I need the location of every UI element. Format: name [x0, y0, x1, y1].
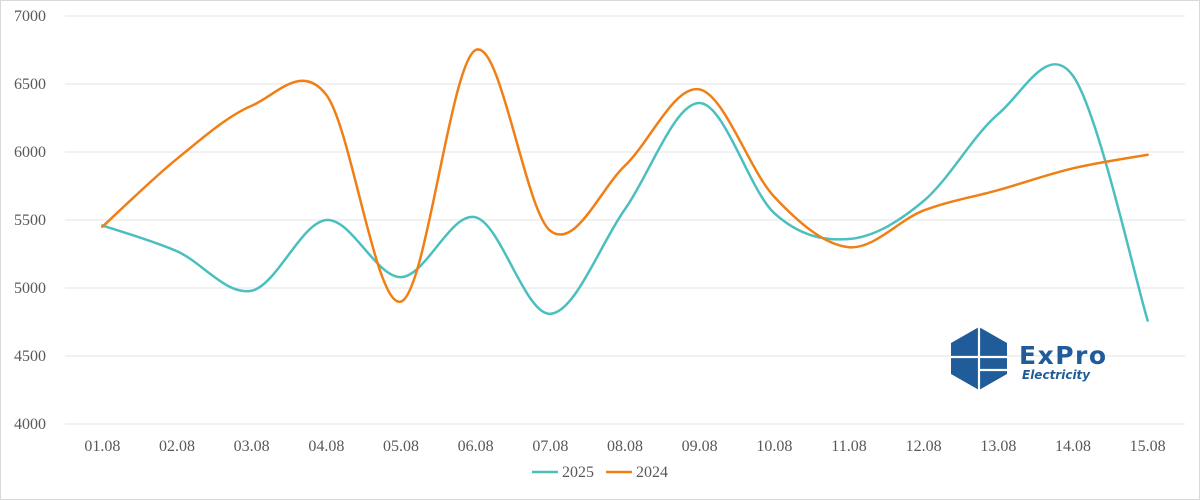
y-tick-label: 6500 — [14, 76, 46, 93]
x-tick-label: 11.08 — [831, 438, 866, 455]
legend-label-2024: 2024 — [636, 464, 668, 481]
y-tick-label: 5000 — [14, 280, 46, 297]
legend: 2025 2024 — [532, 464, 668, 481]
x-tick-label: 05.08 — [383, 438, 419, 455]
expro-logo: ExPro Electricity — [951, 327, 1108, 390]
series-lines — [101, 48, 1149, 322]
x-tick-label: 09.08 — [682, 438, 718, 455]
x-tick-label: 04.08 — [308, 438, 344, 455]
logo-brand: ExPro — [1019, 341, 1108, 370]
series-line-2025 — [101, 63, 1149, 322]
y-tick-label: 7000 — [14, 8, 46, 25]
x-tick-label: 01.08 — [84, 438, 120, 455]
y-tick-label: 4500 — [14, 348, 46, 365]
x-tick-label: 02.08 — [159, 438, 195, 455]
x-tick-label: 07.08 — [532, 438, 568, 455]
y-tick-label: 4000 — [14, 416, 46, 433]
x-tick-label: 03.08 — [234, 438, 270, 455]
legend-label-2025: 2025 — [562, 464, 594, 481]
gridlines — [65, 15, 1185, 425]
logo-tagline: Electricity — [1022, 368, 1091, 382]
x-tick-label: 08.08 — [607, 438, 643, 455]
x-tick-label: 10.08 — [756, 438, 792, 455]
y-tick-label: 6000 — [14, 144, 46, 161]
series-line-2024 — [101, 48, 1149, 303]
x-tick-label: 13.08 — [980, 438, 1016, 455]
x-axis-ticks: 01.08 02.08 03.08 04.08 05.08 06.08 07.08 08.08… — [84, 438, 1165, 455]
x-tick-label: 15.08 — [1130, 438, 1166, 455]
x-tick-label: 06.08 — [458, 438, 494, 455]
x-tick-label: 12.08 — [906, 438, 942, 455]
x-tick-label: 14.08 — [1055, 438, 1091, 455]
y-tick-label: 5500 — [14, 212, 46, 229]
y-axis-ticks: 4000 4500 5000 5500 6000 6500 7000 — [14, 8, 46, 433]
